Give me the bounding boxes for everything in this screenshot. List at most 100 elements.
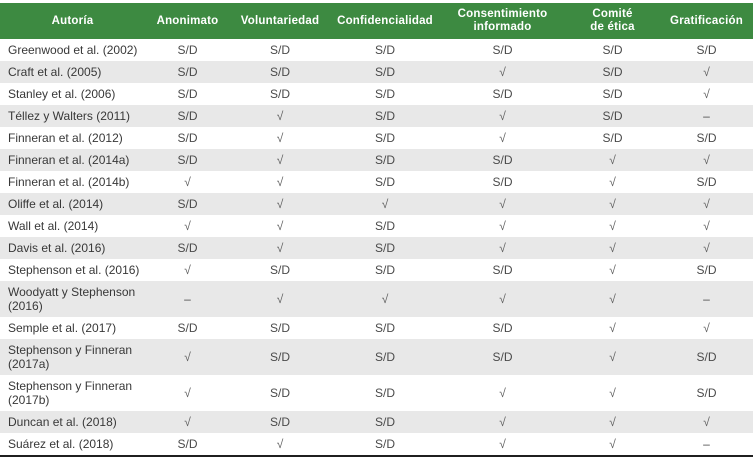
value-cell: √: [703, 219, 710, 233]
value-cell: S/D: [374, 109, 395, 123]
column-header-consentimiento-informado: Consentimiento informado: [440, 3, 565, 39]
value-cell: √: [609, 197, 616, 211]
value-cell: S/D: [492, 87, 513, 101]
value-cell: S/D: [269, 263, 290, 277]
table-row: Téllez y Walters (2011) S/D √ S/D √ S/D –: [0, 105, 753, 127]
value-cell: S/D: [177, 153, 198, 167]
value-cell: S/D: [602, 131, 623, 145]
value-cell: S/D: [374, 350, 395, 364]
value-cell: S/D: [492, 43, 513, 57]
value-cell: √: [609, 350, 616, 364]
table-row: Duncan et al. (2018) √ S/D S/D √ √ √: [0, 411, 753, 433]
value-cell: S/D: [177, 65, 198, 79]
value-cell: √: [499, 292, 506, 306]
value-cell: √: [184, 415, 191, 429]
table-row: Semple et al. (2017) S/D S/D S/D S/D √ √: [0, 317, 753, 339]
value-cell: S/D: [492, 175, 513, 189]
value-cell: S/D: [696, 43, 717, 57]
value-cell: S/D: [492, 350, 513, 364]
value-cell: S/D: [269, 415, 290, 429]
table-row: Wall et al. (2014) √ √ S/D √ √ √: [0, 215, 753, 237]
author-cell: Stephenson y Finneran (2017b): [8, 379, 133, 407]
value-cell: S/D: [374, 241, 395, 255]
value-cell: √: [276, 197, 284, 211]
value-cell: √: [703, 87, 710, 101]
author-cell: Téllez y Walters (2011): [8, 109, 131, 123]
value-cell: √: [499, 65, 506, 79]
author-cell: Stanley et al. (2006): [8, 87, 116, 101]
value-cell: √: [499, 109, 506, 123]
value-cell: S/D: [374, 153, 395, 167]
value-cell: √: [276, 241, 284, 255]
value-cell: –: [184, 292, 191, 306]
column-header-autoria: Autoría: [0, 3, 145, 39]
table-row: Stephenson y Finneran (2017b) √ S/D S/D √ √ S/…: [0, 375, 753, 411]
value-cell: S/D: [696, 263, 717, 277]
value-cell: S/D: [374, 65, 395, 79]
value-cell: S/D: [696, 175, 717, 189]
author-cell: Finneran et al. (2012): [8, 131, 123, 145]
value-cell: S/D: [492, 153, 513, 167]
value-cell: √: [184, 219, 191, 233]
value-cell: S/D: [492, 263, 513, 277]
value-cell: S/D: [374, 43, 395, 57]
value-cell: √: [499, 437, 506, 451]
value-cell: S/D: [374, 219, 395, 233]
value-cell: √: [276, 109, 284, 123]
column-header-gratificacion: Gratificación: [660, 3, 753, 39]
value-cell: S/D: [696, 386, 717, 400]
ethics-criteria-table-wrap: Autoría Anonimato Voluntariedad Confiden…: [0, 3, 753, 457]
value-cell: S/D: [269, 43, 290, 57]
value-cell: √: [609, 219, 616, 233]
table-row: Oliffe et al. (2014) S/D √ √ √ √ √: [0, 193, 753, 215]
value-cell: S/D: [374, 386, 395, 400]
author-cell: Semple et al. (2017): [8, 321, 117, 335]
column-header-anonimato: Anonimato: [145, 3, 230, 39]
value-cell: S/D: [269, 386, 290, 400]
value-cell: S/D: [177, 197, 198, 211]
value-cell: √: [609, 321, 616, 335]
value-cell: √: [184, 386, 191, 400]
value-cell: S/D: [177, 87, 198, 101]
value-cell: √: [499, 241, 506, 255]
value-cell: S/D: [177, 321, 198, 335]
value-cell: √: [184, 263, 191, 277]
author-cell: Finneran et al. (2014b): [8, 175, 130, 189]
table-row: Finneran et al. (2014b) √ √ S/D S/D √ S/D: [0, 171, 753, 193]
author-cell: Craft et al. (2005): [8, 65, 102, 79]
value-cell: √: [609, 153, 616, 167]
value-cell: S/D: [492, 321, 513, 335]
author-cell: Finneran et al. (2014a): [8, 153, 130, 167]
value-cell: S/D: [177, 109, 198, 123]
value-cell: S/D: [269, 65, 290, 79]
author-cell: Oliffe et al. (2014): [8, 197, 104, 211]
value-cell: S/D: [177, 43, 198, 57]
value-cell: √: [703, 241, 710, 255]
value-cell: S/D: [374, 131, 395, 145]
value-cell: √: [276, 292, 284, 306]
author-cell: Wall et al. (2014): [8, 219, 99, 233]
value-cell: √: [184, 175, 191, 189]
table-body: Greenwood et al. (2002) S/D S/D S/D S/D S/D S/…: [0, 39, 753, 456]
value-cell: √: [499, 131, 506, 145]
table-header-row: Autoría Anonimato Voluntariedad Confiden…: [0, 3, 753, 39]
value-cell: √: [276, 175, 284, 189]
value-cell: √: [381, 197, 389, 211]
author-cell: Suárez et al. (2018): [8, 437, 114, 451]
value-cell: S/D: [602, 43, 623, 57]
author-cell: Stephenson y Finneran (2017a): [8, 343, 133, 371]
value-cell: S/D: [602, 65, 623, 79]
value-cell: √: [381, 292, 389, 306]
value-cell: √: [703, 415, 710, 429]
value-cell: √: [609, 263, 616, 277]
value-cell: √: [609, 292, 616, 306]
table-row: Stephenson et al. (2016) √ S/D S/D S/D √ S/D: [0, 259, 753, 281]
value-cell: –: [703, 109, 710, 123]
value-cell: S/D: [602, 109, 623, 123]
author-cell: Davis et al. (2016): [8, 241, 106, 255]
value-cell: √: [276, 131, 284, 145]
table-row: Stephenson y Finneran (2017a) √ S/D S/D S/D √…: [0, 339, 753, 375]
value-cell: √: [609, 175, 616, 189]
value-cell: –: [703, 437, 710, 451]
table-row: Finneran et al. (2014a) S/D √ S/D S/D √ √: [0, 149, 753, 171]
